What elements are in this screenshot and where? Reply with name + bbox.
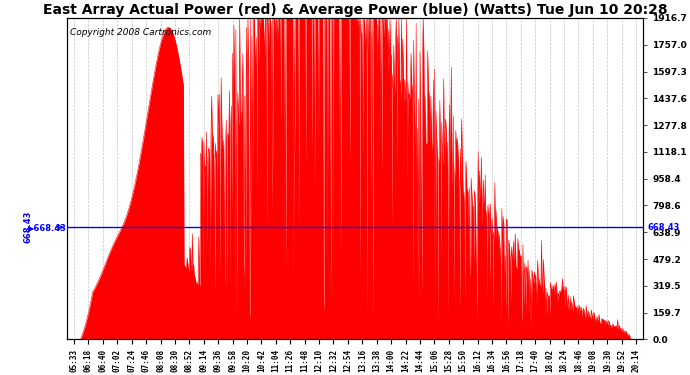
Text: 668.43: 668.43	[23, 211, 32, 243]
Text: ▶668.43: ▶668.43	[28, 223, 67, 232]
Text: 668.43: 668.43	[647, 223, 680, 232]
Title: East Array Actual Power (red) & Average Power (blue) (Watts) Tue Jun 10 20:28: East Array Actual Power (red) & Average …	[43, 3, 667, 17]
Text: Copyright 2008 Cartronics.com: Copyright 2008 Cartronics.com	[70, 28, 211, 37]
